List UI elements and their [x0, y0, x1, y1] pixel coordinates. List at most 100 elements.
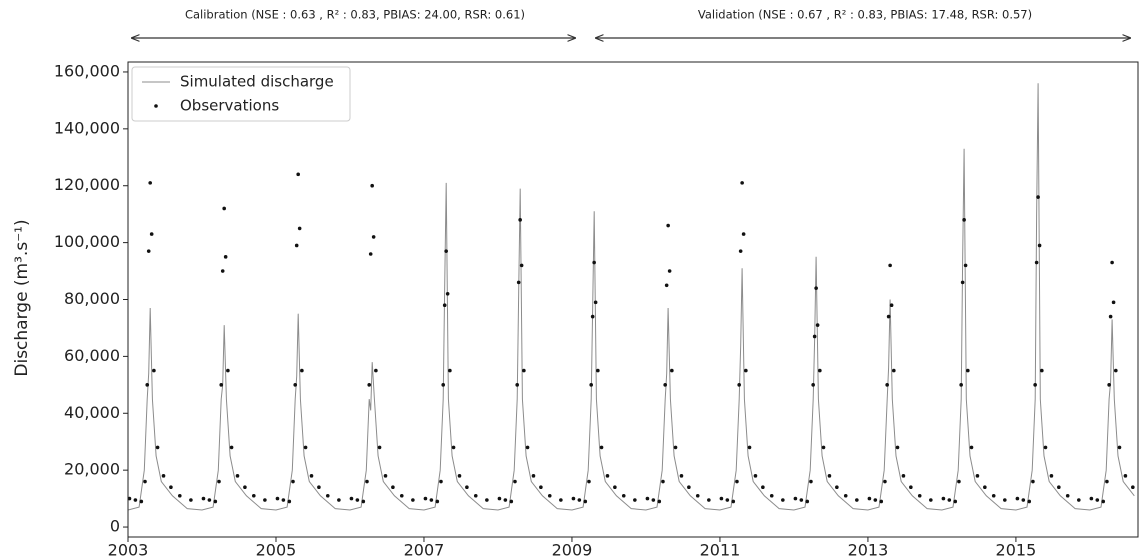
- y-tick-label: 80,000: [64, 289, 120, 308]
- observation-dot: [207, 498, 212, 502]
- observation-dot: [947, 498, 952, 502]
- observation-dot: [969, 445, 974, 450]
- observation-dot: [229, 445, 234, 450]
- observation-dot: [303, 445, 308, 450]
- observation-dot: [1057, 485, 1061, 490]
- observation-dot: [243, 485, 247, 490]
- legend-label: Simulated discharge: [180, 73, 334, 91]
- observation-dot: [1117, 445, 1122, 450]
- observation-dot: [448, 368, 452, 373]
- observation-dot: [399, 493, 404, 498]
- observation-dot: [509, 499, 514, 504]
- observation-dot: [959, 383, 963, 387]
- observation-dot: [719, 496, 724, 501]
- observation-dot: [547, 493, 552, 498]
- observation-dot: [1114, 368, 1118, 373]
- observation-dot: [429, 498, 434, 502]
- observation-dot: [374, 368, 378, 373]
- observation-dot: [263, 498, 267, 502]
- y-tick-label: 40,000: [64, 403, 120, 422]
- observation-dot: [451, 445, 456, 450]
- observation-dot: [457, 474, 462, 478]
- observation-dot: [889, 303, 894, 307]
- observation-dot: [1105, 479, 1109, 484]
- observation-dot: [275, 496, 280, 501]
- observation-dot: [1031, 479, 1035, 484]
- observation-dot: [349, 496, 354, 501]
- observation-dot: [621, 493, 626, 498]
- observation-dot: [177, 493, 182, 498]
- observation-dot: [1101, 499, 1106, 504]
- observation-dot: [583, 499, 588, 504]
- observation-dot: [518, 218, 522, 222]
- plot-frame: [127, 61, 1139, 538]
- observation-dot: [741, 232, 746, 236]
- observation-dot: [657, 499, 662, 504]
- observation-dot: [661, 479, 665, 484]
- observation-dot: [1034, 260, 1039, 265]
- observation-dot: [1110, 260, 1114, 265]
- observation-dot: [503, 498, 508, 502]
- observation-dot: [309, 474, 314, 478]
- observation-dot: [1027, 499, 1032, 504]
- observation-dot: [737, 383, 741, 387]
- observation-dot: [761, 485, 765, 490]
- observation-dot: [251, 493, 256, 498]
- observation-dot: [1043, 445, 1048, 450]
- observation-dot: [317, 485, 321, 490]
- observation-dot: [169, 485, 173, 490]
- observation-dot: [213, 499, 218, 504]
- observation-dot: [1036, 195, 1040, 199]
- observation-dot: [152, 368, 156, 373]
- observation-dot: [827, 474, 832, 478]
- observation-dot: [559, 498, 563, 502]
- observation-dot: [442, 303, 447, 307]
- observation-dot: [962, 218, 966, 222]
- observation-dot: [1033, 383, 1037, 387]
- observation-dot: [592, 260, 596, 265]
- x-tick-label: 2005: [256, 541, 297, 560]
- observation-dot: [287, 499, 292, 504]
- observation-dot: [293, 383, 298, 387]
- observation-dot: [146, 249, 151, 253]
- observation-dot: [143, 479, 147, 484]
- observation-dot: [519, 263, 524, 268]
- observation-dot: [645, 496, 650, 501]
- simulated-line: [128, 83, 1135, 511]
- x-tick-label: 2007: [404, 541, 445, 560]
- observation-dot: [161, 474, 166, 478]
- observation-dot: [571, 496, 576, 501]
- observation-dot: [651, 498, 656, 502]
- observation-dot: [1111, 300, 1116, 305]
- observation-dot: [605, 474, 610, 478]
- observation-dot: [818, 368, 822, 373]
- observation-dot: [485, 498, 489, 502]
- observation-dot: [439, 479, 443, 484]
- observation-dot: [673, 445, 678, 450]
- observation-dot: [695, 493, 700, 498]
- observation-dot: [814, 286, 818, 290]
- observation-dot: [725, 498, 730, 502]
- observation-dot: [149, 232, 154, 236]
- observation-dot: [867, 496, 872, 501]
- x-tick-label: 2013: [848, 541, 889, 560]
- plot-area: [128, 83, 1135, 511]
- observation-dot: [744, 368, 748, 373]
- observation-dot: [516, 280, 521, 285]
- observation-dot: [539, 485, 543, 490]
- observation-dot: [963, 263, 968, 268]
- observation-dot: [805, 499, 810, 504]
- observation-dot: [133, 498, 138, 502]
- observation-dot: [337, 498, 341, 502]
- observation-dot: [325, 493, 330, 498]
- observation-dot: [411, 498, 415, 502]
- observation-dot: [738, 249, 743, 253]
- observation-dot: [590, 314, 595, 319]
- y-tick-label: 160,000: [54, 61, 120, 80]
- annotation: Validation (NSE : 0.67 , R² : 0.83, PBIA…: [698, 8, 1032, 22]
- observation-dot: [371, 235, 376, 239]
- observation-dot: [1131, 485, 1135, 490]
- observation-dot: [291, 479, 295, 484]
- observation-dot: [901, 474, 906, 478]
- observation-dot: [589, 383, 593, 387]
